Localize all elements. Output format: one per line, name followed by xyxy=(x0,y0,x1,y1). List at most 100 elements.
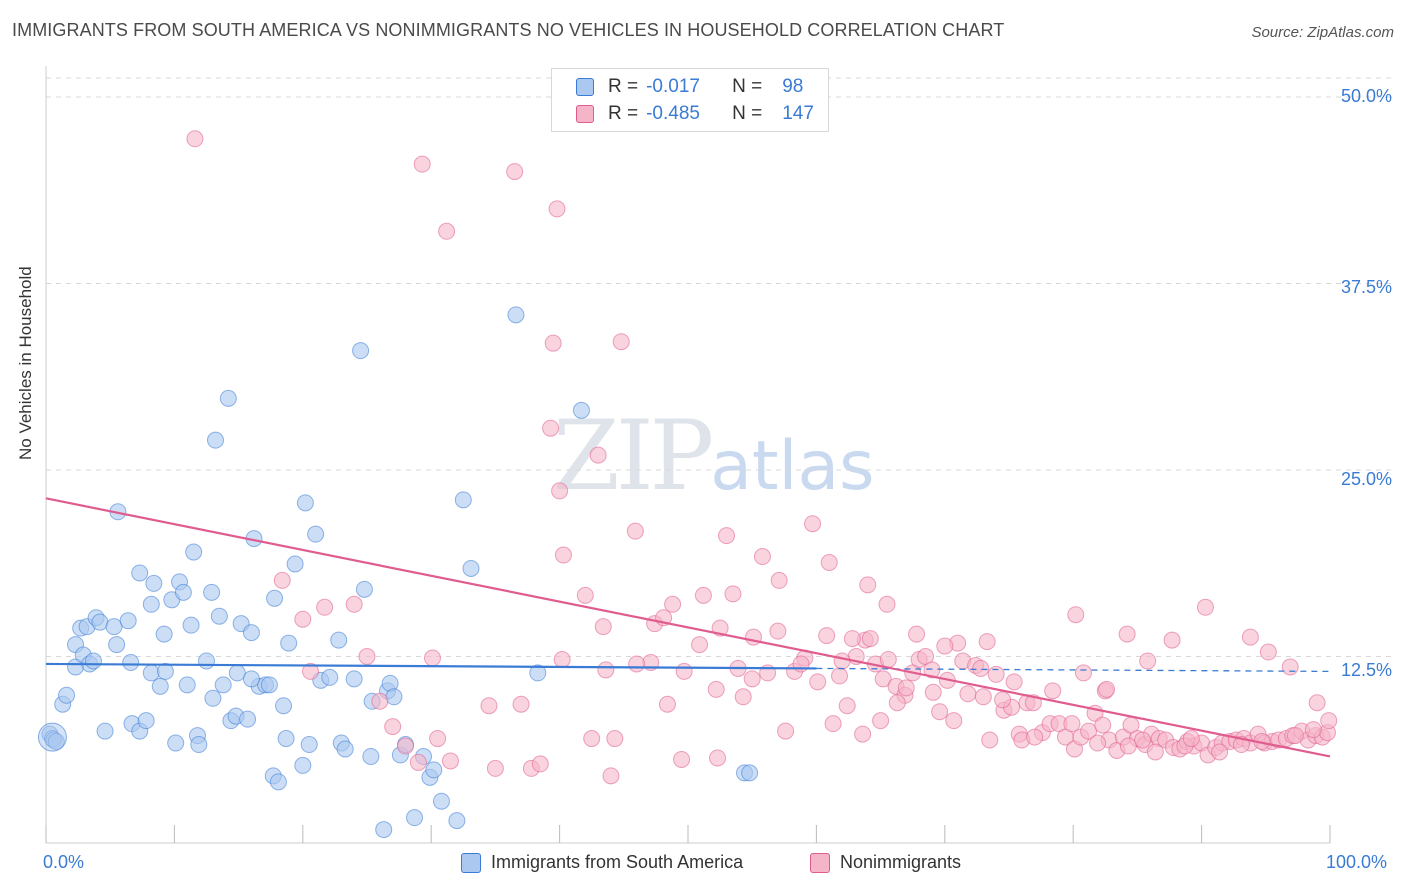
nonimmigrant-point xyxy=(1067,606,1085,624)
blue-swatch-icon xyxy=(576,78,594,96)
nonimmigrant-point xyxy=(908,625,926,643)
nonimmigrant-point xyxy=(897,679,915,697)
immigrant-point xyxy=(122,653,140,671)
immigrant-point xyxy=(355,580,373,598)
immigrant-point xyxy=(131,564,149,582)
nonimmigrant-point xyxy=(809,673,827,691)
nonimmigrant-point xyxy=(1163,631,1181,649)
immigrant-point xyxy=(228,664,246,682)
immigrant-point xyxy=(242,670,260,688)
r-value: -0.017 xyxy=(646,76,700,97)
immigrant-trend-line xyxy=(45,662,817,670)
immigrant-point xyxy=(204,689,222,707)
nonimmigrant-point xyxy=(945,712,963,730)
immigrant-point xyxy=(300,736,318,754)
immigrant-point xyxy=(198,652,215,670)
r-label: R = xyxy=(608,103,639,124)
immigrant-point xyxy=(294,756,312,774)
y-axis-label: No Vehicles in Household xyxy=(16,266,35,460)
immigrant-point xyxy=(321,668,339,686)
nonimmigrant-point xyxy=(1211,743,1229,761)
nonimmigrant-point xyxy=(589,446,607,464)
nonimmigrant-point xyxy=(345,595,363,613)
nonimmigrant-point xyxy=(831,667,849,685)
nonimmigrant-point xyxy=(1196,598,1214,616)
nonimmigrant-point xyxy=(1044,682,1062,700)
pink-swatch-icon xyxy=(576,105,594,123)
immigrant-point xyxy=(454,491,472,509)
immigrant-point xyxy=(155,625,173,643)
nonimmigrant-point xyxy=(859,576,877,594)
nonimmigrant-point xyxy=(843,630,861,648)
nonimmigrant-point xyxy=(854,725,872,743)
nonimmigrant-point xyxy=(924,683,942,701)
nonimmigrant-point xyxy=(1304,721,1322,739)
immigrant-point xyxy=(190,736,208,754)
immigrant-point xyxy=(156,662,174,680)
nonimmigrant-point xyxy=(512,695,530,713)
nonimmigrant-point xyxy=(294,610,312,628)
nonimmigrant-point xyxy=(974,688,992,706)
nonimmigrant-point xyxy=(548,200,566,218)
n-label: N = xyxy=(732,103,763,124)
immigrant-point xyxy=(507,306,525,324)
nonimmigrant-point xyxy=(804,515,822,533)
nonimmigrant-point xyxy=(626,522,644,540)
nonimmigrant-point xyxy=(1139,652,1157,670)
nonimmigrant-point xyxy=(542,419,560,437)
nonimmigrant-point xyxy=(544,334,562,352)
immigrant-point xyxy=(286,555,304,573)
nonimmigrant-point xyxy=(1286,727,1304,745)
nonimmigrant-point xyxy=(441,752,459,770)
nonimmigrant-point xyxy=(423,649,441,667)
nonimmigrant-point xyxy=(602,767,620,785)
nonimmigrant-point xyxy=(824,715,842,733)
pink-swatch-icon xyxy=(810,852,830,873)
legend-row-series1: R = -0.017 N = 98 xyxy=(576,76,803,98)
nonimmigrant-point xyxy=(818,627,836,645)
immigrant-point xyxy=(345,670,363,688)
nonimmigrant-point xyxy=(302,662,320,680)
immigrant-point xyxy=(277,730,295,748)
nonimmigrant-point xyxy=(658,695,676,713)
nonimmigrant-point xyxy=(1074,664,1092,682)
nonimmigrant-point xyxy=(480,697,498,715)
nonimmigrant-point xyxy=(409,753,427,771)
immigrant-point xyxy=(178,676,196,694)
nonimmigrant-point xyxy=(1259,643,1277,661)
immigrant-point xyxy=(375,821,393,839)
nonimmigrant-point xyxy=(978,633,996,651)
nonimmigrant-point xyxy=(594,618,612,636)
nonimmigrant-point xyxy=(429,730,447,748)
blue-swatch-icon xyxy=(461,852,481,873)
r-value: -0.485 xyxy=(646,103,700,124)
immigrant-point xyxy=(741,764,759,782)
nonimmigrant-point xyxy=(413,155,431,173)
nonimmigrant-point xyxy=(888,694,906,712)
immigrant-point xyxy=(145,574,163,592)
nonimmigrant-point xyxy=(553,650,571,668)
immigrant-point xyxy=(203,583,221,601)
nonimmigrant-point xyxy=(923,661,941,679)
nonimmigrant-point xyxy=(987,665,1005,683)
nonimmigrant-point xyxy=(838,697,856,715)
nonimmigrant-point xyxy=(936,637,954,655)
immigrant-point xyxy=(362,747,380,765)
nonimmigrant-point xyxy=(506,163,524,181)
nonimmigrant-point xyxy=(769,622,787,640)
immigrant-point xyxy=(96,722,114,740)
nonimmigrant-point xyxy=(1320,712,1338,730)
watermark-atlas: atlas xyxy=(710,427,875,506)
nonimmigrant-point xyxy=(583,730,601,748)
immigrant-point xyxy=(296,494,314,512)
nonimmigrant-point xyxy=(1080,722,1098,740)
nonimmigrant-point xyxy=(1119,737,1137,755)
immigrant-point xyxy=(105,618,123,636)
nonimmigrant-point xyxy=(734,688,752,706)
nonimmigrant-point xyxy=(612,333,630,351)
immigrant-point xyxy=(462,559,480,577)
nonimmigrant-point xyxy=(1089,734,1107,752)
y-tick-label: 25.0% xyxy=(1340,469,1392,489)
x-tick-label-max: 100.0% xyxy=(1326,852,1388,872)
